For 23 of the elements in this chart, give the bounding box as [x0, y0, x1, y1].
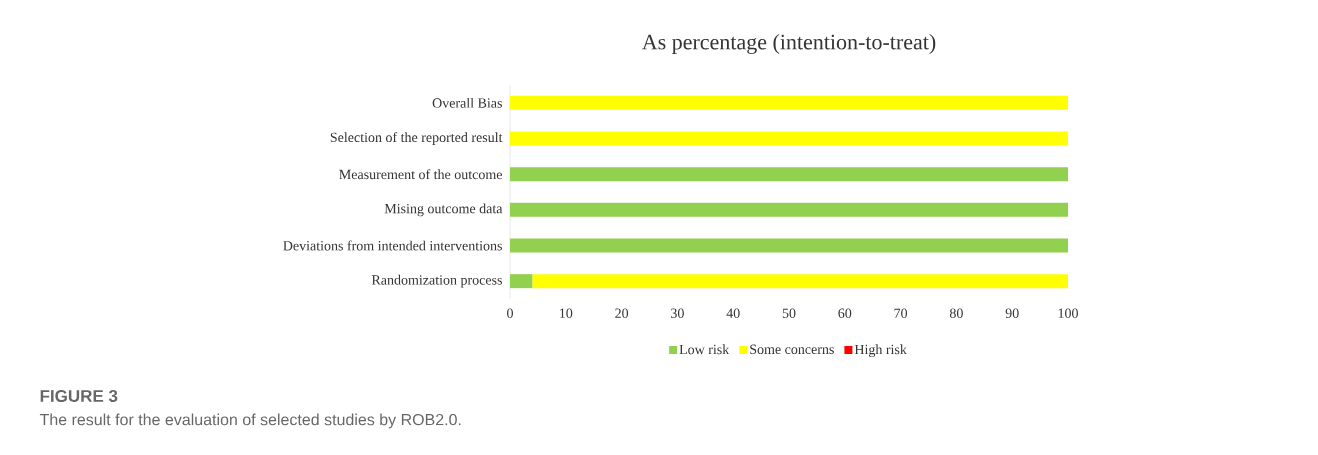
x-tick-label: 70 — [894, 308, 908, 318]
x-tick-label: 30 — [671, 308, 684, 318]
y-tick-label: Measurement of the outcome — [339, 169, 502, 180]
y-tick-label: Mising outcome data — [384, 203, 503, 217]
x-tick-label: 100 — [1058, 308, 1078, 318]
x-tick-label: 50 — [782, 308, 796, 318]
y-tick-label: Selection of the reported result — [330, 132, 503, 145]
legend-label: Low risk — [679, 344, 730, 355]
caption: FIGURE 3 — [40, 389, 118, 403]
y-tick-label: Deviations from intended interventions — [283, 240, 502, 251]
y-tick-label: Randomization process — [371, 274, 502, 288]
x-tick-label: 90 — [1005, 308, 1019, 318]
x-tick-label: 80 — [949, 308, 963, 318]
x-tick-label: 60 — [838, 308, 852, 318]
x-tick-label: 0 — [507, 308, 513, 318]
chart-title: As percentage (intention-to-treat) — [642, 34, 936, 55]
x-tick-label: 10 — [560, 308, 573, 318]
y-tick-label: Overall Bias — [432, 97, 502, 108]
legend-label: High risk — [854, 344, 907, 358]
x-tick-label: 40 — [726, 308, 740, 318]
text: The result for the evaluation of selected studies by ROB2.0. — [39, 413, 461, 429]
x-tick-label: 20 — [615, 308, 629, 318]
legend-label: Some concerns — [750, 344, 834, 355]
